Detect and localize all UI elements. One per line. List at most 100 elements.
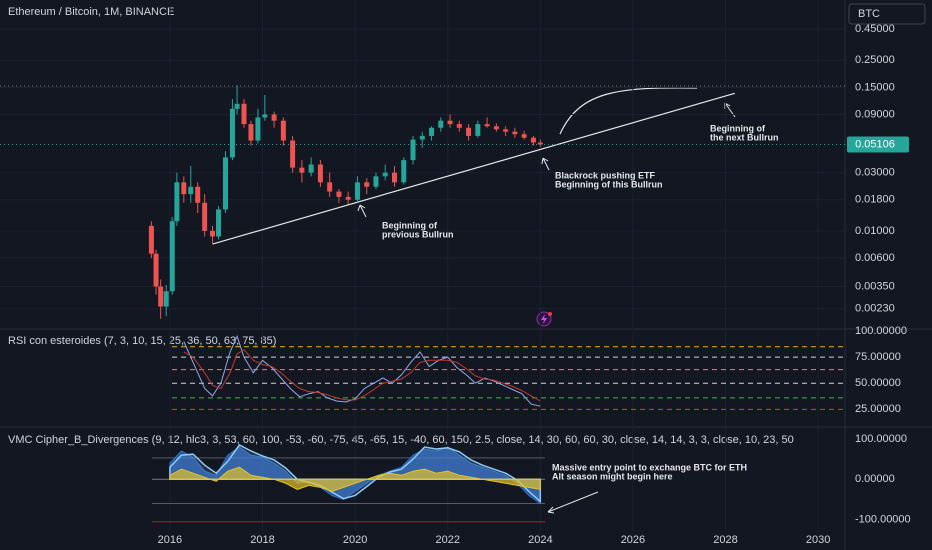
y-tick-label: 0.45000 [855,23,895,35]
candle-body [202,202,208,231]
indicator-line [183,349,541,402]
notification-dot [548,312,552,316]
annotation: Beginning of [710,123,766,133]
candle-body [153,253,159,287]
arrow [547,491,599,514]
candle-body [438,120,444,128]
arrow [357,204,367,218]
candle-body [382,172,388,177]
trendline [212,92,735,245]
candle-body [148,225,154,254]
y-tick-label: 75.00000 [855,351,901,363]
candle-body [530,137,536,143]
candle-body [271,114,277,121]
candle-body [493,126,499,130]
candle-body [222,157,228,210]
candle-body [373,176,379,187]
x-tick-label: 2020 [343,534,367,546]
candle-body [169,221,175,292]
y-tick-label: 0.00000 [855,473,895,485]
x-tick-label: 2028 [713,534,737,546]
candle-body [299,167,305,173]
candle-body [354,182,360,200]
y-tick-label: 25.00000 [855,403,901,415]
candle-body [447,120,453,125]
x-tick-label: 2016 [158,534,182,546]
candle-body [255,117,261,141]
y-tick-label: 0.25000 [855,54,895,66]
candle-body [210,230,216,237]
candle-body [290,140,296,168]
candle-body [364,182,370,187]
y-tick-label: 0.03000 [855,167,895,179]
candle-body [317,164,323,183]
indicator-area [169,446,541,505]
candle-body [234,103,240,109]
x-tick-label: 2024 [528,534,552,546]
candle-body [429,127,435,136]
candle-body [174,182,180,222]
candle-body [419,135,425,140]
candle-body [158,286,164,307]
y-tick-label: -100.00000 [855,514,911,526]
indicator-line [183,334,541,407]
annotation: Alt season might begin here [552,471,673,481]
indicator-title: RSI con esteroides (7, 3, 10, 15, 25, 36… [8,335,276,347]
currency-button[interactable] [848,3,926,25]
annotation: Beginning of [382,220,438,230]
candle-body [262,114,268,118]
indicator-area [169,466,541,492]
candle-body [466,127,472,136]
candle-body [308,164,314,173]
y-tick-label: 0.01000 [855,225,895,237]
x-tick-label: 2018 [250,534,274,546]
y-tick-label: 0.09000 [855,108,895,120]
candle-body [216,209,222,237]
candle-body [229,108,235,158]
candle-body [280,120,286,141]
y-tick-label: 0.00350 [855,280,895,292]
candle-body [345,196,351,200]
chart-title: Ethereum / Bitcoin, 1M, BINANCE [8,6,174,18]
lightning-glyph [541,314,547,324]
y-tick-label: 0.00230 [855,303,895,315]
y-tick-label: 0.00600 [855,252,895,264]
last-price-box [847,136,909,153]
x-tick-label: 2022 [435,534,459,546]
candle-body [537,142,543,145]
candle-body [248,124,254,141]
annotation: previous Bullrun [382,229,454,239]
annotation: Beginning of this Bullrun [555,179,663,189]
last-price-label: 0.05106 [855,138,895,150]
candle-body [521,134,527,138]
x-tick-label: 2026 [621,534,645,546]
candle-body [456,124,462,128]
y-tick-label: 0.15000 [855,81,895,93]
candle-body [484,124,490,127]
candle-body [188,186,194,195]
candle-body [195,186,201,203]
x-tick-label: 2030 [806,534,830,546]
candle-body [512,131,518,135]
candle-body [410,139,416,161]
candle-body [241,103,247,125]
candle-body [475,124,481,136]
y-tick-label: 50.00000 [855,377,901,389]
candle-body [327,182,333,192]
y-tick-label: 100.00000 [855,325,907,337]
indicator-title: VMC Cipher_B_Divergences (9, 12, hlc3, 3… [8,434,794,446]
y-tick-label: 100.00000 [855,433,907,445]
candle-body [401,160,407,183]
candle-body [336,191,342,197]
candle-body [391,172,397,183]
currency[interactable]: BTC [858,8,880,20]
annotation: Blackrock pushing ETF [555,170,656,180]
candle-body [181,182,187,195]
candle-body [163,291,169,307]
arrows [357,102,736,514]
annotation: Massive entry point to exchange BTC for … [552,462,747,472]
indicator-area [169,444,542,504]
annotation: the next Bullrun [710,132,779,142]
